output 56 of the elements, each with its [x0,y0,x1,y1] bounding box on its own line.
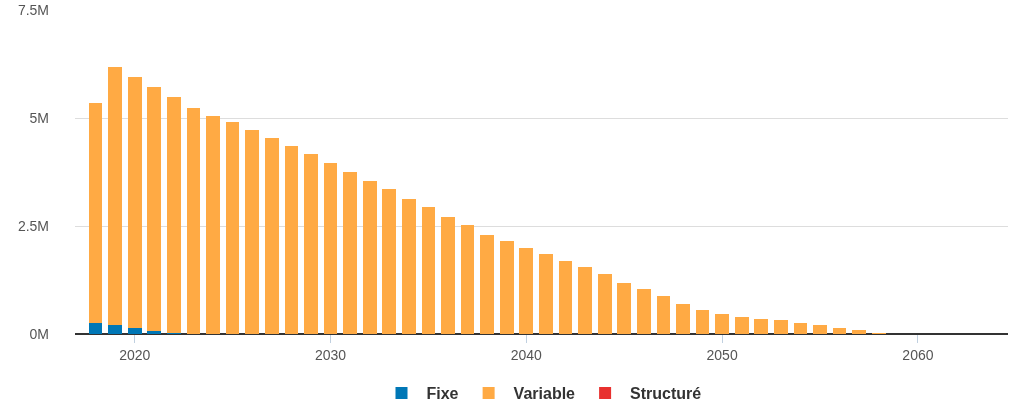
bar [167,96,181,334]
legend-label: Variable [513,385,576,403]
bar [813,324,827,334]
x-tick-label: 2060 [902,346,934,363]
x-tick-label: 2030 [314,346,347,363]
bar [774,319,788,334]
bar [656,295,671,334]
bar [147,331,162,334]
bar [715,313,729,334]
bar [597,274,612,334]
bar [127,327,142,334]
bar [421,206,436,334]
bar [186,108,201,334]
bar [88,322,103,334]
bar [206,115,220,334]
bar [480,235,495,334]
bar [617,282,632,334]
bar [793,322,808,334]
bar [343,172,357,334]
bar [362,180,377,334]
bar [127,76,142,328]
bar [519,248,534,334]
bar [88,102,103,323]
y-tick-label: 5M [29,109,49,126]
bar [147,86,162,332]
bar [264,138,279,334]
legend-label: Fixe [426,385,459,403]
bar [695,309,710,334]
bar [558,261,573,334]
bar [323,162,338,334]
bar [441,216,455,334]
bar [676,303,690,334]
bar [382,188,397,334]
y-tick-label: 0M [29,325,49,342]
bar [225,121,240,334]
bar [499,241,514,334]
bar [108,324,122,334]
bar [578,267,592,334]
x-tick-label: 2020 [119,346,151,363]
bar [852,330,867,334]
bar [754,318,769,334]
bar [284,146,299,334]
bar [108,66,122,325]
y-tick-label: 2.5M [17,217,49,234]
bar [460,225,475,334]
bar [539,254,553,334]
bar [832,327,847,334]
x-tick-label: 2040 [510,346,543,363]
x-tick-label: 2050 [706,346,738,363]
bar [734,316,749,334]
bar [636,288,651,334]
y-tick-label: 7.5M [17,1,49,18]
bar [245,130,260,334]
legend-label: Structuré [630,385,702,403]
bar [304,154,318,334]
bar [401,198,416,334]
